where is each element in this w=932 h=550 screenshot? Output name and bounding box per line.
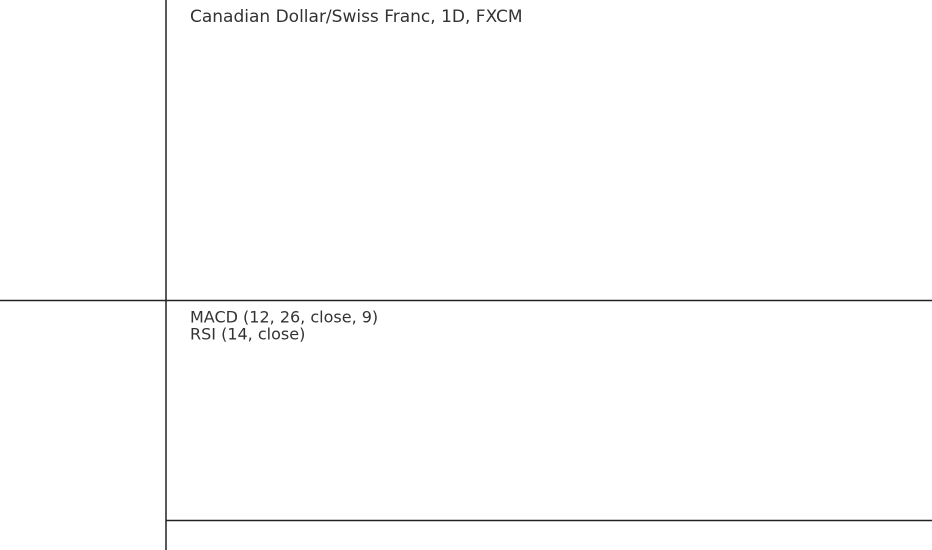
labels: Canadian Dollar/Swiss Franc, 1D, FXCM MA… (190, 7, 523, 344)
indicator-label: RSI (14, close) (190, 325, 305, 344)
indicator-label: MACD (12, 26, close, 9) (190, 308, 378, 327)
chart-title: Canadian Dollar/Swiss Franc, 1D, FXCM (190, 7, 523, 27)
